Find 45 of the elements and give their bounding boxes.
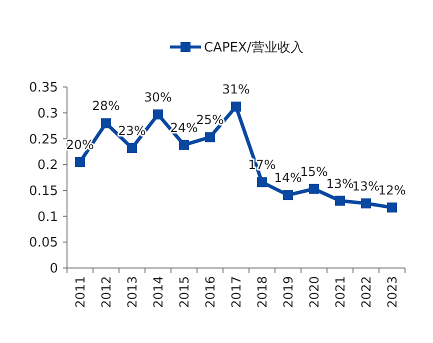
- data-label: 30%: [144, 89, 172, 104]
- y-tick-label: 0.35: [29, 80, 58, 96]
- point: [257, 177, 267, 188]
- point: [127, 143, 137, 154]
- data-label: 15%: [300, 164, 328, 179]
- x-tick-label: 2018: [254, 276, 270, 308]
- point: [75, 156, 85, 167]
- data-label: 13%: [326, 176, 354, 191]
- data-label: 31%: [222, 82, 250, 97]
- data-label: 13%: [352, 178, 380, 194]
- x-tick-label: 2013: [124, 276, 140, 308]
- y-tick-label: 0.25: [29, 132, 58, 148]
- point: [361, 198, 371, 208]
- point: [309, 184, 319, 194]
- point: [153, 109, 163, 120]
- legend-label: CAPEX/营业收入: [204, 40, 304, 56]
- data-label: 25%: [196, 112, 224, 128]
- x-tick-label: 2022: [358, 276, 374, 308]
- point: [179, 140, 189, 150]
- x-tick-label: 2021: [332, 276, 348, 308]
- x-tick-label: 2017: [228, 276, 244, 308]
- y-tick-label: 0.05: [29, 236, 58, 251]
- y-tick-label: 0: [50, 262, 58, 277]
- y-tick-label: 0.2: [37, 158, 58, 174]
- data-label: 24%: [170, 120, 198, 135]
- y-tick-label: 0.15: [29, 184, 58, 199]
- point: [205, 132, 215, 142]
- y-tick-label: 0.1: [37, 210, 58, 225]
- x-tick-label: 2014: [150, 276, 166, 308]
- x-tick-label: 2019: [280, 276, 296, 308]
- point: [283, 190, 293, 200]
- point: [387, 202, 397, 212]
- x-tick-label: 2020: [306, 276, 322, 308]
- point: [335, 196, 345, 206]
- y-tick-label: 0.3: [37, 106, 58, 122]
- x-tick-label: 2016: [202, 276, 218, 308]
- point: [231, 102, 241, 112]
- point: [101, 118, 111, 128]
- data-label: 14%: [274, 170, 302, 186]
- x-tick-label: 2015: [176, 276, 192, 308]
- x-tick-label: 2023: [384, 276, 400, 308]
- x-tick-label: 2011: [72, 276, 88, 308]
- data-label: 28%: [92, 98, 120, 114]
- data-label: 12%: [378, 182, 406, 198]
- x-tick-label: 2012: [98, 276, 114, 308]
